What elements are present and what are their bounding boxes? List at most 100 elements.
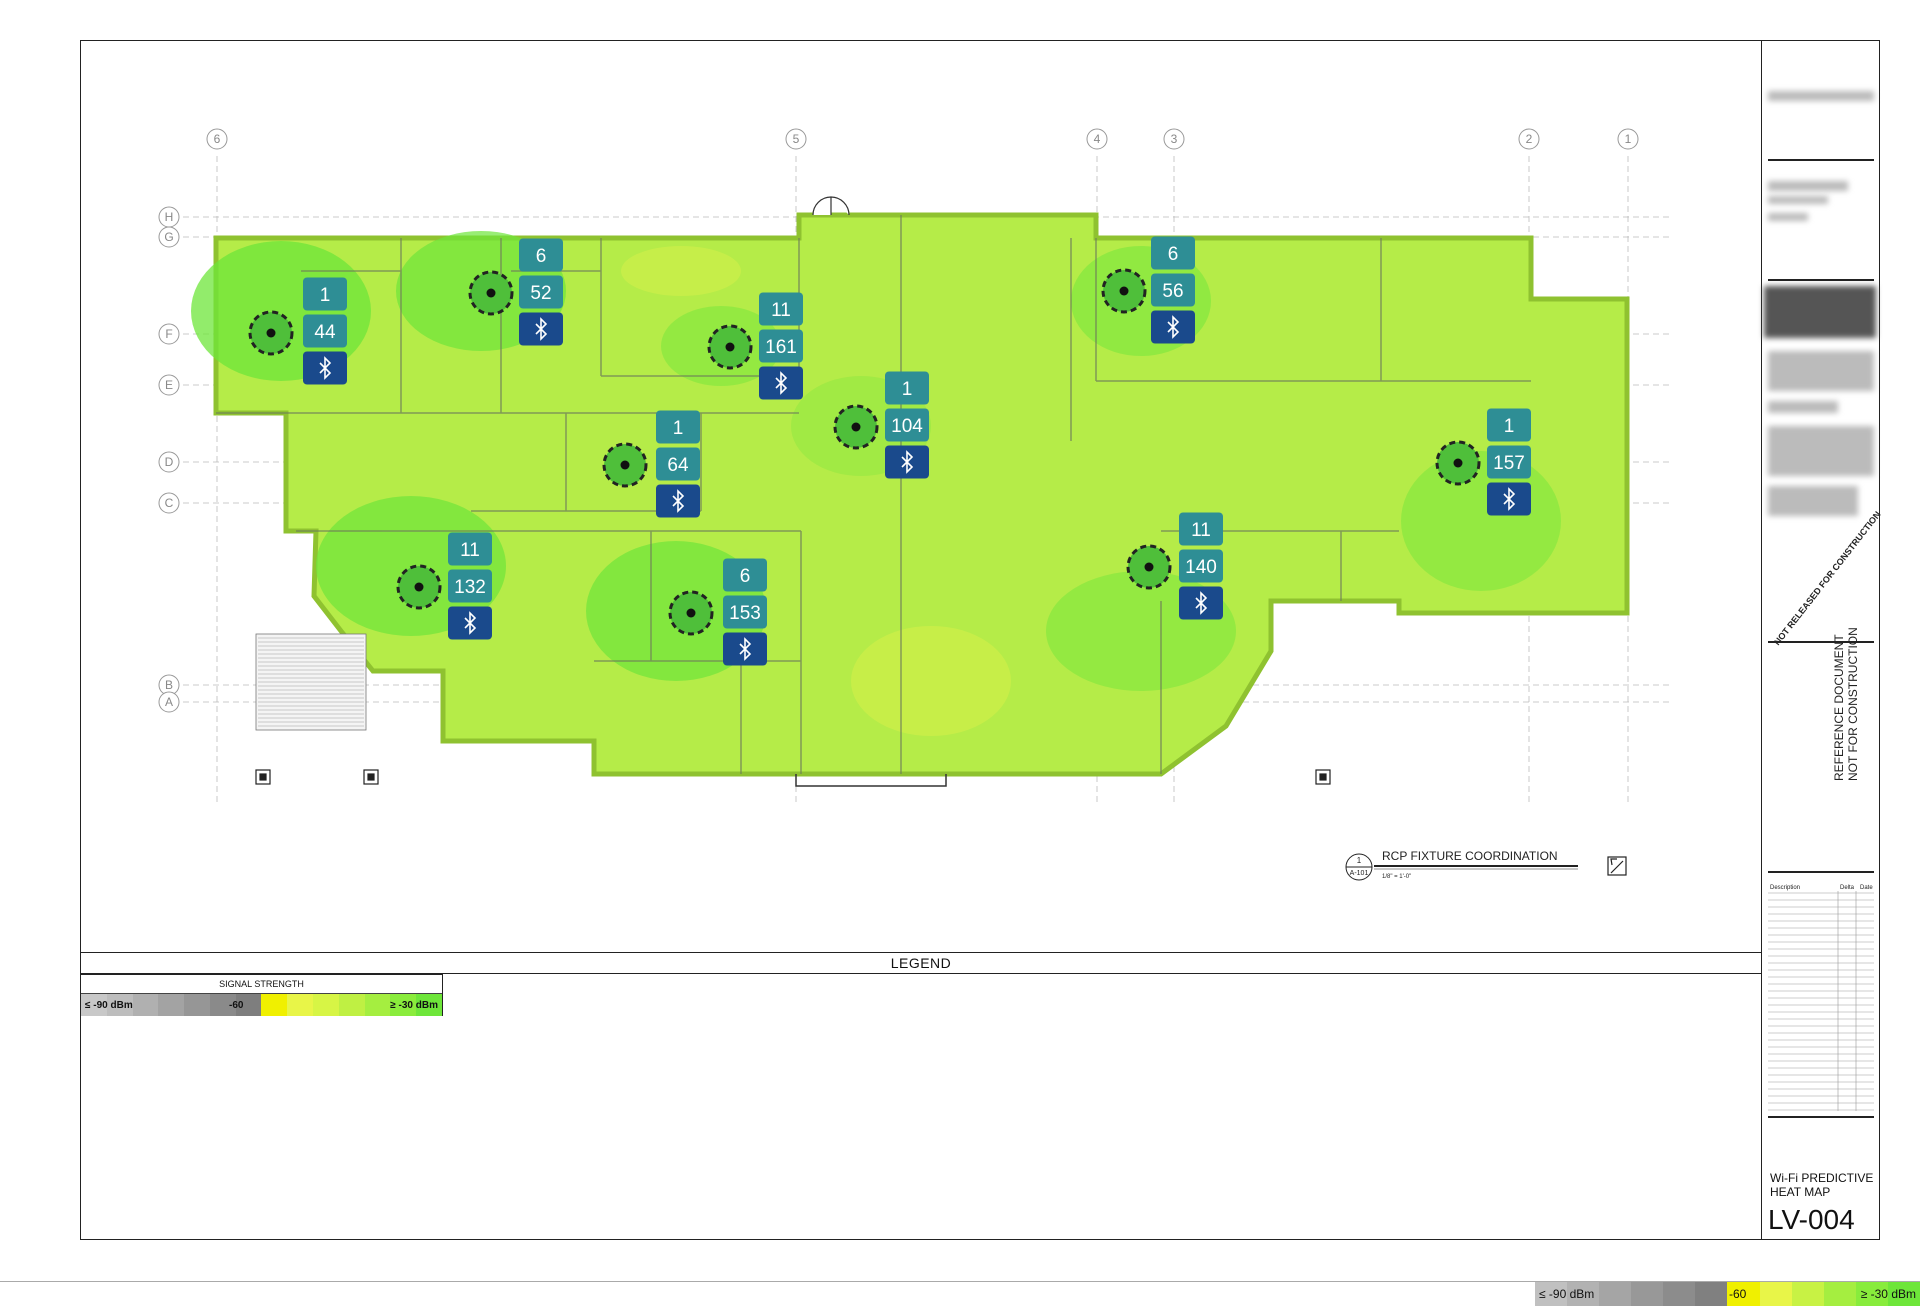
ap-id-tile — [448, 569, 492, 603]
access-point[interactable]: 11 132 — [396, 532, 492, 640]
grid-row-label: H — [165, 210, 174, 224]
bluetooth-icon[interactable] — [1151, 310, 1195, 344]
entry-door — [812, 196, 850, 216]
stamp-blurred — [1764, 286, 1876, 338]
ap-id: 153 — [729, 603, 761, 624]
access-points: 1 44 6 52 11 161 1 104 1 64 6 56 1 157 11 140 11 132 6 153 — [248, 236, 1531, 666]
ap-id-tile — [723, 595, 767, 629]
bluetooth-icon[interactable] — [759, 366, 803, 400]
bluetooth-icon[interactable] — [1179, 586, 1223, 620]
reference-line-2: NOT FOR CONSTRUCTION — [1846, 627, 1860, 781]
not-released-stamp: NOT RELEASED FOR CONSTRUCTION — [1772, 509, 1883, 648]
grid-row-label: F — [165, 327, 172, 341]
ap-channel-tile — [1151, 236, 1195, 270]
ap-marker — [725, 342, 735, 352]
title-block: NOT RELEASED FOR CONSTRUCTION REFERENCE … — [1761, 41, 1883, 1239]
grid-column-label: 3 — [1171, 132, 1178, 146]
grid-row-bubble: F — [158, 323, 180, 345]
access-point[interactable]: 1 157 — [1435, 408, 1531, 516]
column-markers — [255, 769, 1331, 785]
grid-row-bubble: A — [158, 691, 180, 713]
grid-row-label: A — [165, 695, 173, 709]
consultant-info-blurred — [1768, 401, 1838, 413]
access-point[interactable]: 1 44 — [248, 277, 347, 385]
bluetooth-icon[interactable] — [1487, 482, 1531, 516]
bottom-max-label: ≥ -30 dBm — [1860, 1287, 1916, 1301]
ap-id: 56 — [1162, 281, 1183, 302]
ap-channel-tile — [723, 558, 767, 592]
sheet-number: LV-004 — [1768, 1204, 1855, 1235]
ap-marker — [266, 328, 276, 338]
consultant-info-blurred — [1768, 351, 1874, 391]
grid-row-label: D — [165, 455, 174, 469]
ap-channel: 11 — [771, 300, 791, 321]
drawing-title-scale: 1/8" = 1'-0" — [1382, 874, 1411, 880]
ap-channel-tile — [303, 277, 347, 311]
drawing-title: 1 A-101 RCP FIXTURE COORDINATION 1/8" = … — [1345, 849, 1627, 881]
grid-column-label: 1 — [1625, 132, 1632, 146]
ap-channel: 11 — [1191, 520, 1211, 541]
ap-channel-tile — [519, 238, 563, 272]
bluetooth-icon[interactable] — [656, 484, 700, 518]
grid-column-bubble: 1 — [1617, 128, 1639, 150]
reference-document-note: REFERENCE DOCUMENT NOT FOR CONSTRUCTION — [1832, 627, 1860, 781]
ap-id-tile — [1151, 273, 1195, 307]
ap-id-tile — [519, 275, 563, 309]
rev-description-header: Description — [1770, 885, 1800, 891]
signal-strength-legend: SIGNAL STRENGTH ≤ -90 dBm -60 ≥ -30 dBm — [81, 974, 443, 1016]
legend-min-label: ≤ -90 dBm — [85, 999, 133, 1011]
ap-marker — [1119, 286, 1129, 296]
access-point[interactable]: 1 64 — [602, 410, 700, 518]
coverage-zone — [1401, 451, 1561, 591]
access-point[interactable]: 6 52 — [468, 238, 563, 346]
ap-id: 44 — [314, 322, 336, 343]
bluetooth-icon[interactable] — [448, 606, 492, 640]
coverage-zone — [621, 246, 741, 296]
sheet-title-line-2: HEAT MAP — [1770, 1185, 1831, 1199]
ap-id: 140 — [1185, 557, 1217, 578]
ap-id-tile — [656, 447, 700, 481]
access-point[interactable]: 6 153 — [668, 558, 767, 666]
ap-id: 104 — [891, 416, 923, 437]
ap-id: 64 — [667, 455, 689, 476]
consultant-info-blurred — [1768, 486, 1858, 516]
bluetooth-icon[interactable] — [885, 445, 929, 479]
consultant-info-blurred — [1768, 426, 1874, 476]
access-point[interactable]: 1 104 — [833, 371, 929, 479]
sheet-title-line-1: Wi-Fi PREDICTIVE — [1770, 1171, 1874, 1185]
coverage-zone — [851, 626, 1011, 736]
grid-column-bubble: 4 — [1086, 128, 1108, 150]
ap-channel-tile — [759, 292, 803, 326]
ap-marker — [851, 422, 861, 432]
ap-id: 132 — [454, 577, 486, 598]
ap-marker — [1453, 458, 1463, 468]
floor-plan-svg: 6 5 4 3 2 1 HG F E D C BA — [158, 128, 1671, 881]
access-point[interactable]: 6 56 — [1101, 236, 1195, 344]
ap-marker — [686, 608, 696, 618]
firm-logo-blurred — [1768, 91, 1874, 101]
drawing-title-text: RCP FIXTURE COORDINATION — [1382, 849, 1558, 863]
ap-channel-tile — [885, 371, 929, 405]
bottom-entry — [795, 774, 947, 787]
ap-marker — [486, 288, 496, 298]
bluetooth-icon[interactable] — [723, 632, 767, 666]
ap-id: 157 — [1493, 453, 1525, 474]
rev-date-header: Date — [1860, 885, 1873, 891]
access-point[interactable]: 11 140 — [1126, 512, 1223, 620]
heat-map-coverage — [191, 212, 1630, 777]
bluetooth-icon[interactable] — [519, 312, 563, 346]
access-point[interactable]: 11 161 — [707, 292, 803, 400]
project-info-blurred — [1768, 181, 1848, 191]
rev-delta-header: Delta — [1840, 885, 1855, 891]
ap-channel: 1 — [320, 285, 331, 306]
coverage-base — [213, 212, 1630, 777]
ap-id: 161 — [765, 337, 797, 358]
reference-line-1: REFERENCE DOCUMENT — [1832, 634, 1846, 781]
bluetooth-icon[interactable] — [303, 351, 347, 385]
ap-id-tile — [1179, 549, 1223, 583]
ap-marker — [1144, 562, 1154, 572]
grid-column-label: 2 — [1526, 132, 1533, 146]
legend-title: LEGEND — [81, 953, 1761, 974]
